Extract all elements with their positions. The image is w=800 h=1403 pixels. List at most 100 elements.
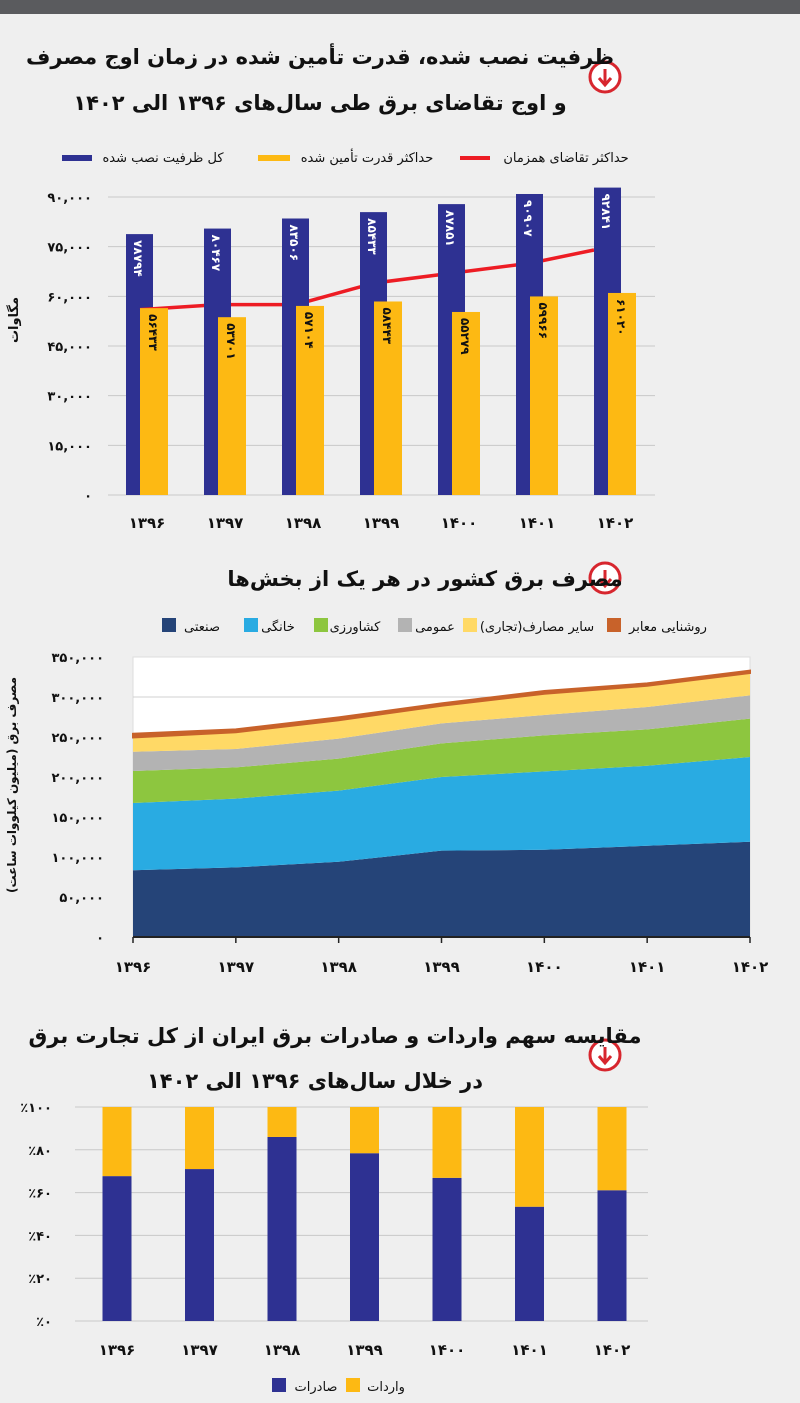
- legend-swatch-demand: [460, 156, 490, 160]
- section-icon-2: [588, 561, 622, 595]
- bar-imports: [350, 1107, 379, 1154]
- x-tick-label: ۱۳۹۹: [346, 1341, 383, 1359]
- chart3-plot: ٪۰ ٪۲۰ ٪۴۰ ٪۶۰ ٪۸۰ ٪۱۰۰ ۱۳۹۶ ۱۳۹۷ ۱۳۹۸ ۱۳۹۹ ۱۴۰۰ ۱۴…: [20, 1101, 648, 1359]
- x-tick-label: ۱۳۹۷: [181, 1341, 218, 1359]
- y-tick-label: ٪۱۰۰: [20, 1101, 52, 1116]
- x-tick-label: ۱۳۹۷: [207, 514, 244, 532]
- bar-supplied-capacity: [218, 317, 246, 495]
- bar-supplied-capacity: [296, 305, 324, 495]
- chart2-plot: ۰ ۵۰,۰۰۰ ۱۰۰,۰۰۰ ۱۵۰,۰۰۰ ۲۰۰,۰۰۰ ۲۵۰,۰۰۰ ۳۰۰,۰…: [51, 651, 768, 976]
- legend-swatch-supplied: [258, 155, 290, 161]
- chart1-plot: ۰ ۱۵,۰۰۰ ۳۰,۰۰۰ ۴۵,۰۰۰ ۶۰,۰۰۰ ۷۵,۰۰۰ ۹۰,۰۰۰ ۷۸۷…: [47, 187, 655, 532]
- y-tick-label: ۶۰,۰۰۰: [47, 290, 92, 305]
- chart2-y-axis-label: مصرف برق (میلیون کیلووات ساعت): [5, 677, 20, 893]
- bar-supplied-capacity: [530, 296, 558, 495]
- data-label-supplied: ۵۹۹۶۶: [536, 302, 550, 339]
- chart3-title-line2: در خلال سال‌های ۱۳۹۶ الی ۱۴۰۲: [147, 1069, 483, 1093]
- arrow-down-icon: [597, 69, 613, 88]
- x-tick-label: ۱۳۹۸: [285, 514, 322, 532]
- data-label-installed: ۸۳۵۰۶: [287, 225, 301, 262]
- bar-exports: [185, 1169, 214, 1321]
- section-icon-1: [588, 60, 622, 94]
- top-strip: [0, 0, 800, 14]
- y-tick-label: ۹۰,۰۰۰: [47, 191, 92, 206]
- area-agriculture: [133, 718, 750, 803]
- data-label-supplied: ۵۸۴۴۳: [380, 307, 394, 344]
- legend-label-exports: صادرات: [295, 1380, 338, 1395]
- legend-swatch-exports: [272, 1378, 286, 1392]
- area-industrial: [133, 841, 750, 937]
- x-tick-label: ۱۴۰۱: [629, 958, 666, 976]
- bar-exports: [350, 1153, 379, 1321]
- legend-swatch: [314, 618, 328, 632]
- y-tick-label: ۲۰۰,۰۰۰: [51, 771, 104, 786]
- y-tick-label: ٪۶۰: [28, 1187, 52, 1202]
- y-tick-label: ۰: [96, 931, 104, 946]
- chart1-title-line1: ظرفیت نصب شده، قدرت تأمین شده در زمان او…: [26, 42, 614, 70]
- chart1-legend: کل ظرفیت نصب شده حداکثر قدرت تأمین شده ح…: [62, 148, 629, 166]
- data-label-installed: ۸۵۴۳۳: [365, 218, 379, 255]
- y-tick-label: ۳۵۰,۰۰۰: [51, 651, 104, 666]
- chart3-title-line1: مقایسه سهم واردات و صادرات برق ایران از …: [29, 1024, 642, 1048]
- data-label-installed: ۷۸۷۹۴: [131, 240, 145, 277]
- chart2-legend: صنعتی خانگی کشاورزی عمومی سایر مصارف(تجاری) ر…: [162, 618, 707, 635]
- arrow-down-icon: [597, 570, 613, 589]
- area-public: [133, 695, 750, 771]
- area-commercial: [133, 673, 750, 752]
- y-tick-label: ٪۰: [36, 1315, 52, 1330]
- bar-supplied-capacity: [140, 308, 168, 495]
- x-tick-label: ۱۴۰۰: [526, 958, 563, 976]
- bar-supplied-capacity: [452, 311, 480, 495]
- legend-label: صنعتی: [184, 620, 220, 635]
- chart1-title-line2: و اوج تقاضای برق طی سال‌های ۱۳۹۶ الی ۱۴۰…: [73, 91, 566, 116]
- legend-swatch: [607, 618, 621, 632]
- bar-exports: [597, 1190, 627, 1321]
- data-label-supplied: ۶۱۰۲۰: [614, 299, 628, 336]
- x-tick-label: ۱۴۰۲: [594, 1341, 631, 1359]
- x-tick-label: ۱۴۰۲: [732, 958, 769, 976]
- bar-imports: [185, 1107, 214, 1170]
- chart2-title: مصرف برق کشور در هر یک از بخش‌ها: [227, 567, 622, 591]
- arrow-down-icon: [597, 1047, 613, 1066]
- y-tick-label: ٪۲۰: [28, 1272, 52, 1287]
- area-household: [133, 757, 750, 871]
- section-icon-3: [588, 1038, 622, 1072]
- x-tick-label: ۱۴۰۰: [429, 1341, 466, 1359]
- bar-exports: [267, 1136, 297, 1321]
- legend-label: خانگی: [261, 619, 295, 635]
- data-label-supplied: ۵۶۴۳۳: [146, 314, 160, 351]
- legend-label-installed: کل ظرفیت نصب شده: [102, 151, 224, 166]
- bar-supplied-capacity: [608, 292, 636, 495]
- legend-swatch: [398, 618, 412, 632]
- x-tick-label: ۱۳۹۶: [99, 1341, 136, 1359]
- y-tick-label: ۳۰,۰۰۰: [47, 390, 92, 405]
- bar-supplied-capacity: [374, 301, 402, 495]
- x-tick-label: ۱۳۹۶: [115, 958, 152, 976]
- x-tick-label: ۱۳۹۹: [423, 958, 460, 976]
- data-label-installed: ۹۰۹۰۷: [521, 200, 535, 237]
- bar-imports: [267, 1107, 297, 1137]
- bar-imports: [515, 1107, 544, 1207]
- x-tick-label: ۱۴۰۱: [511, 1341, 548, 1359]
- legend-label-imports: واردات: [367, 1380, 405, 1395]
- legend-swatch-imports: [346, 1378, 360, 1392]
- y-tick-label: ۱۵,۰۰۰: [47, 439, 92, 454]
- bar-imports: [597, 1107, 627, 1191]
- legend-swatch: [244, 618, 258, 632]
- bar-imports: [102, 1107, 132, 1177]
- x-tick-label: ۱۳۹۸: [264, 1341, 301, 1359]
- x-tick-label: ۱۳۹۶: [129, 514, 166, 532]
- data-label-installed: ۸۷۸۵۱: [443, 210, 457, 247]
- legend-label-demand: حداکثر تقاضای همزمان: [503, 151, 628, 166]
- legend-swatch: [463, 618, 477, 632]
- legend-label: کشاورزی: [330, 620, 382, 635]
- data-label-installed: ۸۰۴۶۷: [209, 235, 223, 272]
- area-street-lighting: [132, 669, 751, 739]
- data-label-supplied: ۵۵۲۷۹: [458, 318, 472, 355]
- legend-label: روشنایی معابر: [628, 620, 707, 635]
- legend-label-supplied: حداکثر قدرت تأمین شده: [301, 148, 434, 166]
- bar-exports: [515, 1206, 544, 1321]
- legend-swatch: [162, 618, 176, 632]
- legend-label: سایر مصارف(تجاری): [480, 620, 594, 635]
